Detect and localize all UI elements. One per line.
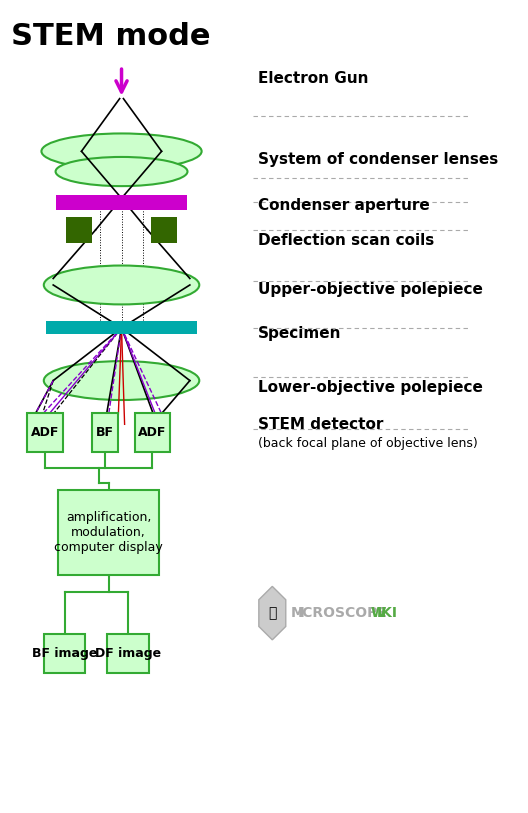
Text: STEM detector: STEM detector xyxy=(258,417,383,432)
Text: BF: BF xyxy=(96,426,114,439)
Text: STEM mode: STEM mode xyxy=(11,22,210,50)
Ellipse shape xyxy=(41,133,202,169)
Text: IKI: IKI xyxy=(376,606,398,620)
Text: Electron Gun: Electron Gun xyxy=(258,71,369,86)
Text: ADF: ADF xyxy=(31,426,59,439)
Text: W: W xyxy=(370,606,385,620)
Ellipse shape xyxy=(44,361,199,400)
FancyBboxPatch shape xyxy=(135,413,170,452)
Ellipse shape xyxy=(55,157,187,186)
Text: Lower-objective polepiece: Lower-objective polepiece xyxy=(258,380,483,394)
Bar xyxy=(46,321,197,334)
Bar xyxy=(151,217,177,243)
FancyBboxPatch shape xyxy=(44,634,85,673)
FancyBboxPatch shape xyxy=(107,634,149,673)
Text: ICROSCOPE: ICROSCOPE xyxy=(297,606,387,620)
FancyBboxPatch shape xyxy=(58,489,159,575)
FancyBboxPatch shape xyxy=(92,413,118,452)
Text: Deflection scan coils: Deflection scan coils xyxy=(258,233,435,248)
Text: Condenser aperture: Condenser aperture xyxy=(258,198,430,213)
Text: Upper-objective polepiece: Upper-objective polepiece xyxy=(258,281,483,297)
Text: 🔬: 🔬 xyxy=(268,606,277,620)
Bar xyxy=(55,195,187,210)
Text: Specimen: Specimen xyxy=(258,326,342,341)
Ellipse shape xyxy=(44,266,199,304)
Text: DF image: DF image xyxy=(95,647,161,660)
Text: M: M xyxy=(291,606,305,620)
Text: amplification,
modulation,
computer display: amplification, modulation, computer disp… xyxy=(54,511,163,554)
Text: BF image: BF image xyxy=(32,647,97,660)
Bar xyxy=(66,217,92,243)
Text: (back focal plane of objective lens): (back focal plane of objective lens) xyxy=(258,437,478,450)
FancyBboxPatch shape xyxy=(27,413,63,452)
Text: System of condenser lenses: System of condenser lenses xyxy=(258,152,498,167)
Text: ADF: ADF xyxy=(138,426,166,439)
